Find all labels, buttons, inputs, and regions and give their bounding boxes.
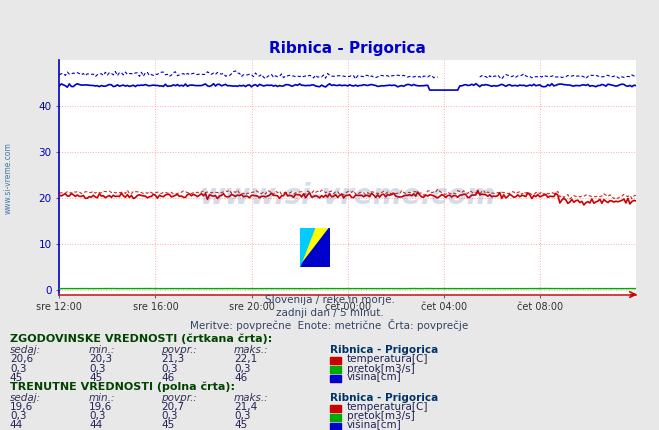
Text: 19,6: 19,6 (89, 402, 112, 412)
Text: 44: 44 (10, 420, 23, 430)
Text: 0,3: 0,3 (234, 363, 250, 374)
Text: ZGODOVINSKE VREDNOSTI (črtkana črta):: ZGODOVINSKE VREDNOSTI (črtkana črta): (10, 333, 272, 344)
Text: 0,3: 0,3 (161, 411, 178, 421)
Text: www.si-vreme.com: www.si-vreme.com (200, 182, 496, 210)
Text: 0,3: 0,3 (161, 363, 178, 374)
Text: 20,7: 20,7 (161, 402, 185, 412)
Text: 22,1: 22,1 (234, 354, 257, 365)
Text: maks.:: maks.: (234, 393, 269, 403)
Text: Slovenija / reke in morje.: Slovenija / reke in morje. (264, 295, 395, 305)
Text: www.si-vreme.com: www.si-vreme.com (3, 142, 13, 215)
Text: 0,3: 0,3 (89, 411, 105, 421)
Text: min.:: min.: (89, 393, 115, 403)
Text: 19,6: 19,6 (10, 402, 33, 412)
Polygon shape (300, 228, 330, 267)
Text: 0,3: 0,3 (89, 363, 105, 374)
Polygon shape (300, 228, 315, 267)
Text: 20,3: 20,3 (89, 354, 112, 365)
Text: 45: 45 (10, 372, 23, 383)
Text: temperatura[C]: temperatura[C] (347, 354, 428, 365)
Text: 46: 46 (234, 372, 247, 383)
Text: sedaj:: sedaj: (10, 345, 41, 356)
Text: Ribnica - Prigorica: Ribnica - Prigorica (330, 393, 438, 403)
Text: povpr.:: povpr.: (161, 393, 197, 403)
Text: 21,4: 21,4 (234, 402, 257, 412)
Text: Meritve: povprečne  Enote: metrične  Črta: povprečje: Meritve: povprečne Enote: metrične Črta:… (190, 319, 469, 331)
Title: Ribnica - Prigorica: Ribnica - Prigorica (269, 41, 426, 56)
Text: 21,3: 21,3 (161, 354, 185, 365)
Text: 45: 45 (234, 420, 247, 430)
Text: 46: 46 (161, 372, 175, 383)
Text: 20,6: 20,6 (10, 354, 33, 365)
Text: 0,3: 0,3 (10, 363, 26, 374)
Text: 45: 45 (161, 420, 175, 430)
Text: 44: 44 (89, 420, 102, 430)
Text: maks.:: maks.: (234, 345, 269, 356)
Text: sedaj:: sedaj: (10, 393, 41, 403)
Text: zadnji dan / 5 minut.: zadnji dan / 5 minut. (275, 308, 384, 318)
Text: 0,3: 0,3 (234, 411, 250, 421)
Text: pretok[m3/s]: pretok[m3/s] (347, 411, 415, 421)
Text: pretok[m3/s]: pretok[m3/s] (347, 363, 415, 374)
Text: Ribnica - Prigorica: Ribnica - Prigorica (330, 345, 438, 356)
Text: TRENUTNE VREDNOSTI (polna črta):: TRENUTNE VREDNOSTI (polna črta): (10, 381, 235, 392)
Text: min.:: min.: (89, 345, 115, 356)
Text: povpr.:: povpr.: (161, 345, 197, 356)
Text: 45: 45 (89, 372, 102, 383)
Text: 0,3: 0,3 (10, 411, 26, 421)
Text: temperatura[C]: temperatura[C] (347, 402, 428, 412)
Text: višina[cm]: višina[cm] (347, 372, 401, 383)
Text: višina[cm]: višina[cm] (347, 419, 401, 430)
